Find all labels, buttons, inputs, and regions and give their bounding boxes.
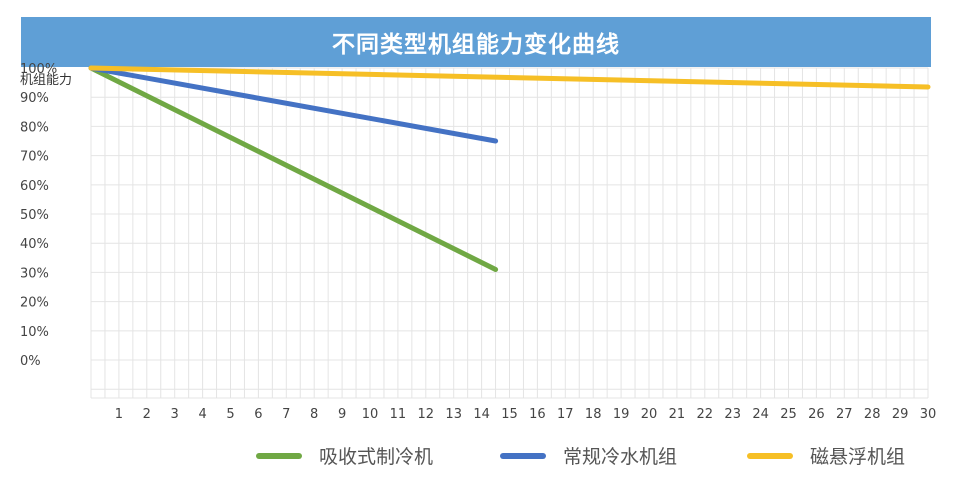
x-tick-label: 2 — [143, 407, 151, 422]
x-tick-label: 23 — [724, 407, 741, 422]
x-tick-label: 25 — [780, 407, 797, 422]
x-tick-label: 24 — [752, 407, 769, 422]
x-tick-label: 13 — [445, 407, 462, 422]
legend-label-3: 磁悬浮机组 — [810, 446, 905, 468]
x-tick-label: 27 — [836, 407, 853, 422]
legend-label-2: 常规冷水机组 — [563, 446, 677, 468]
y-tick-label: 50% — [20, 208, 49, 223]
x-tick-label: 30 — [920, 407, 937, 422]
series-line-1 — [88, 65, 499, 272]
y-tick-label: 20% — [20, 296, 49, 311]
x-tick-label: 8 — [310, 407, 318, 422]
x-tick-label: 1 — [115, 407, 123, 422]
x-tick-label: 21 — [669, 407, 686, 422]
x-tick-label: 7 — [282, 407, 290, 422]
x-tick-label: 11 — [390, 407, 407, 422]
y-tick-label: 60% — [20, 179, 49, 194]
x-tick-label: 28 — [864, 407, 881, 422]
x-tick-label: 4 — [198, 407, 206, 422]
x-tick-label: 15 — [501, 407, 518, 422]
x-tick-label: 16 — [529, 407, 546, 422]
x-tick-label: 12 — [418, 407, 435, 422]
series-line-3 — [88, 65, 931, 90]
x-tick-label: 5 — [226, 407, 234, 422]
x-tick-label: 20 — [641, 407, 658, 422]
x-tick-label: 9 — [338, 407, 346, 422]
x-tick-label: 22 — [697, 407, 714, 422]
x-tick-label: 26 — [808, 407, 825, 422]
x-axis: 1 2 3 4 5 6 7 8 9 10 11 12 13 14 15 16 17 18 19 20 21 22 23 24 2… — [115, 407, 937, 422]
chart-title: 不同类型机组能力变化曲线 — [332, 32, 620, 58]
y-tick-label: 80% — [20, 120, 49, 135]
y-tick-label: 0% — [20, 354, 41, 369]
y-tick-label: 10% — [20, 325, 49, 340]
x-tick-label: 10 — [362, 407, 379, 422]
y-tick-label: 40% — [20, 237, 49, 252]
x-tick-label: 17 — [557, 407, 574, 422]
x-tick-label: 3 — [171, 407, 179, 422]
y-axis-title: 机组能力 — [20, 73, 72, 88]
series-line-2 — [88, 65, 499, 144]
legend-label-1: 吸收式制冷机 — [319, 446, 433, 468]
x-tick-label: 6 — [254, 407, 262, 422]
title-bar: 不同类型机组能力变化曲线 — [21, 17, 931, 67]
x-tick-label: 14 — [473, 407, 490, 422]
series-layer — [88, 65, 931, 272]
x-tick-label: 19 — [613, 407, 630, 422]
y-tick-label: 90% — [20, 91, 49, 106]
y-tick-label: 100% — [20, 62, 57, 77]
y-tick-label: 70% — [20, 150, 49, 165]
legend: 吸收式制冷机 常规冷水机组 磁悬浮机组 — [256, 446, 905, 468]
grid — [90, 67, 929, 399]
y-tick-label: 30% — [20, 266, 49, 281]
x-tick-label: 29 — [892, 407, 909, 422]
y-axis: 100% 90% 80% 70% 60% 50% 40% 30% 20% 10% 0% — [20, 62, 57, 369]
x-tick-label: 18 — [585, 407, 602, 422]
